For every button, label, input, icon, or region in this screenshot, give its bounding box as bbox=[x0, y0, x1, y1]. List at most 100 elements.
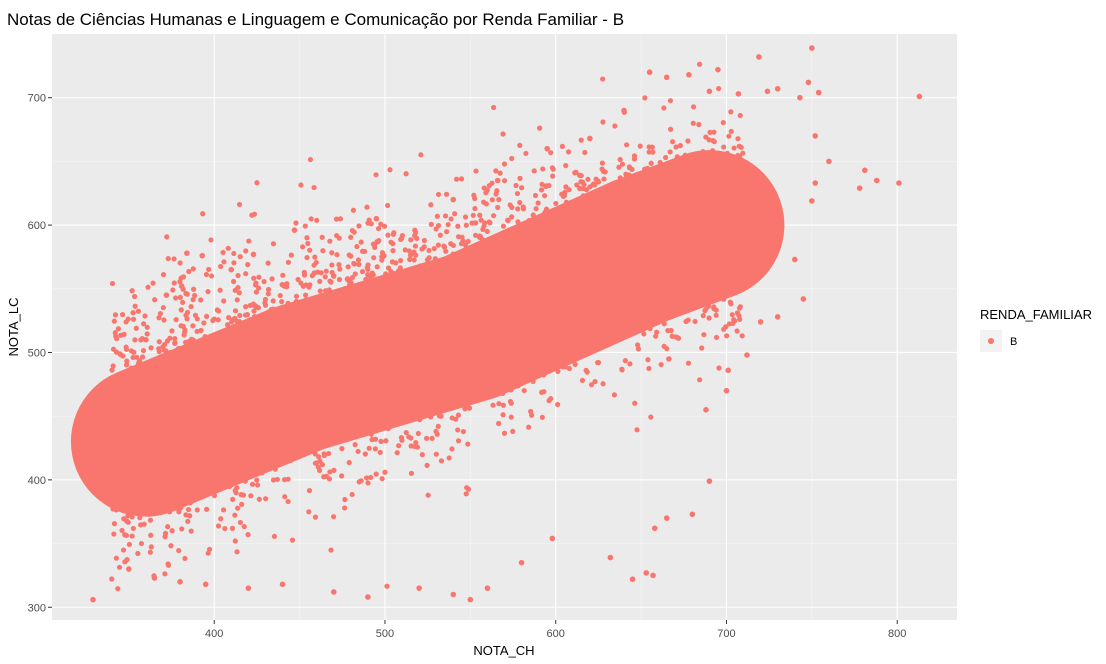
scatter-point bbox=[221, 259, 227, 265]
scatter-point bbox=[542, 249, 548, 256]
scatter-point bbox=[640, 210, 646, 216]
scatter-point bbox=[560, 364, 566, 370]
scatter-point bbox=[287, 303, 293, 309]
scatter-point bbox=[263, 496, 269, 502]
scatter-point bbox=[418, 332, 424, 338]
scatter-point bbox=[554, 310, 561, 316]
scatter-point bbox=[306, 487, 313, 494]
scatter-point bbox=[392, 334, 399, 340]
scatter-point bbox=[547, 337, 554, 343]
scatter-point bbox=[362, 451, 368, 457]
scatter-point bbox=[366, 351, 372, 358]
scatter-point bbox=[154, 430, 160, 437]
scatter-point bbox=[507, 232, 513, 238]
scatter-point bbox=[725, 263, 731, 270]
scatter-point bbox=[507, 278, 513, 284]
scatter-point bbox=[309, 444, 315, 450]
scatter-point bbox=[389, 356, 395, 362]
scatter-point bbox=[572, 170, 578, 176]
scatter-point bbox=[421, 237, 427, 244]
scatter-point bbox=[191, 286, 197, 292]
scatter-point bbox=[402, 247, 408, 253]
scatter-point bbox=[230, 366, 236, 372]
scatter-point bbox=[373, 172, 379, 178]
scatter-point bbox=[185, 472, 191, 478]
scatter-point bbox=[472, 220, 478, 226]
y-tick-label: 600 bbox=[28, 220, 46, 232]
scatter-point bbox=[434, 213, 440, 219]
scatter-point bbox=[172, 340, 178, 346]
scatter-point bbox=[162, 466, 168, 472]
scatter-point bbox=[232, 538, 238, 544]
scatter-point bbox=[351, 343, 357, 349]
scatter-point bbox=[595, 359, 602, 366]
scatter-point bbox=[518, 559, 525, 566]
scatter-point bbox=[575, 267, 581, 273]
scatter-point bbox=[281, 383, 287, 389]
scatter-point bbox=[462, 262, 468, 268]
scatter-point bbox=[553, 227, 559, 234]
scatter-point bbox=[237, 519, 244, 526]
scatter-point bbox=[590, 307, 596, 313]
scatter-point bbox=[130, 423, 136, 429]
scatter-point bbox=[472, 302, 478, 308]
scatter-point bbox=[186, 268, 192, 275]
scatter-point bbox=[660, 189, 666, 195]
scatter-point bbox=[338, 401, 344, 408]
scatter-point bbox=[723, 324, 729, 330]
scatter-point bbox=[606, 270, 612, 276]
scatter-point bbox=[723, 157, 729, 163]
scatter-point bbox=[371, 255, 377, 261]
scatter-point bbox=[259, 462, 265, 468]
scatter-point bbox=[481, 314, 488, 320]
scatter-point bbox=[704, 250, 710, 256]
scatter-point bbox=[165, 430, 171, 436]
scatter-point bbox=[548, 150, 554, 156]
scatter-point bbox=[379, 476, 385, 482]
scatter-point bbox=[167, 378, 173, 384]
scatter-point bbox=[575, 206, 581, 213]
scatter-point bbox=[347, 353, 353, 359]
scatter-point bbox=[641, 274, 647, 280]
scatter-point bbox=[323, 324, 330, 331]
scatter-point bbox=[737, 190, 744, 196]
scatter-point bbox=[652, 264, 658, 270]
scatter-point bbox=[181, 388, 187, 394]
scatter-point bbox=[390, 280, 396, 286]
scatter-point bbox=[407, 252, 414, 258]
scatter-point bbox=[546, 398, 552, 404]
scatter-point bbox=[456, 310, 463, 317]
scatter-point bbox=[160, 272, 167, 278]
scatter-point bbox=[341, 310, 347, 316]
scatter-point bbox=[610, 302, 616, 308]
scatter-point bbox=[595, 179, 602, 185]
scatter-point bbox=[489, 326, 496, 332]
scatter-point bbox=[477, 233, 484, 240]
scatter-point bbox=[493, 272, 499, 278]
scatter-point bbox=[314, 319, 321, 325]
scatter-point bbox=[712, 156, 718, 162]
scatter-point bbox=[178, 454, 184, 460]
scatter-point bbox=[242, 420, 248, 426]
scatter-point bbox=[442, 369, 448, 375]
scatter-point bbox=[600, 244, 607, 251]
scatter-point bbox=[706, 478, 713, 484]
scatter-point bbox=[664, 263, 670, 270]
scatter-point bbox=[173, 351, 179, 357]
scatter-point bbox=[531, 168, 537, 174]
scatter-point bbox=[328, 351, 334, 357]
scatter-point bbox=[634, 249, 641, 255]
scatter-point bbox=[163, 491, 170, 497]
scatter-point bbox=[202, 481, 209, 487]
scatter-point bbox=[329, 434, 335, 441]
scatter-point bbox=[439, 275, 445, 281]
scatter-point bbox=[211, 361, 217, 367]
scatter-point bbox=[352, 337, 358, 344]
scatter-point bbox=[604, 329, 610, 335]
scatter-point bbox=[565, 149, 572, 155]
scatter-point bbox=[358, 309, 364, 315]
scatter-point bbox=[320, 248, 326, 254]
scatter-point bbox=[725, 243, 731, 249]
x-axis-ticks: 400 500 600 700 800 bbox=[205, 620, 906, 640]
scatter-point bbox=[497, 318, 503, 324]
